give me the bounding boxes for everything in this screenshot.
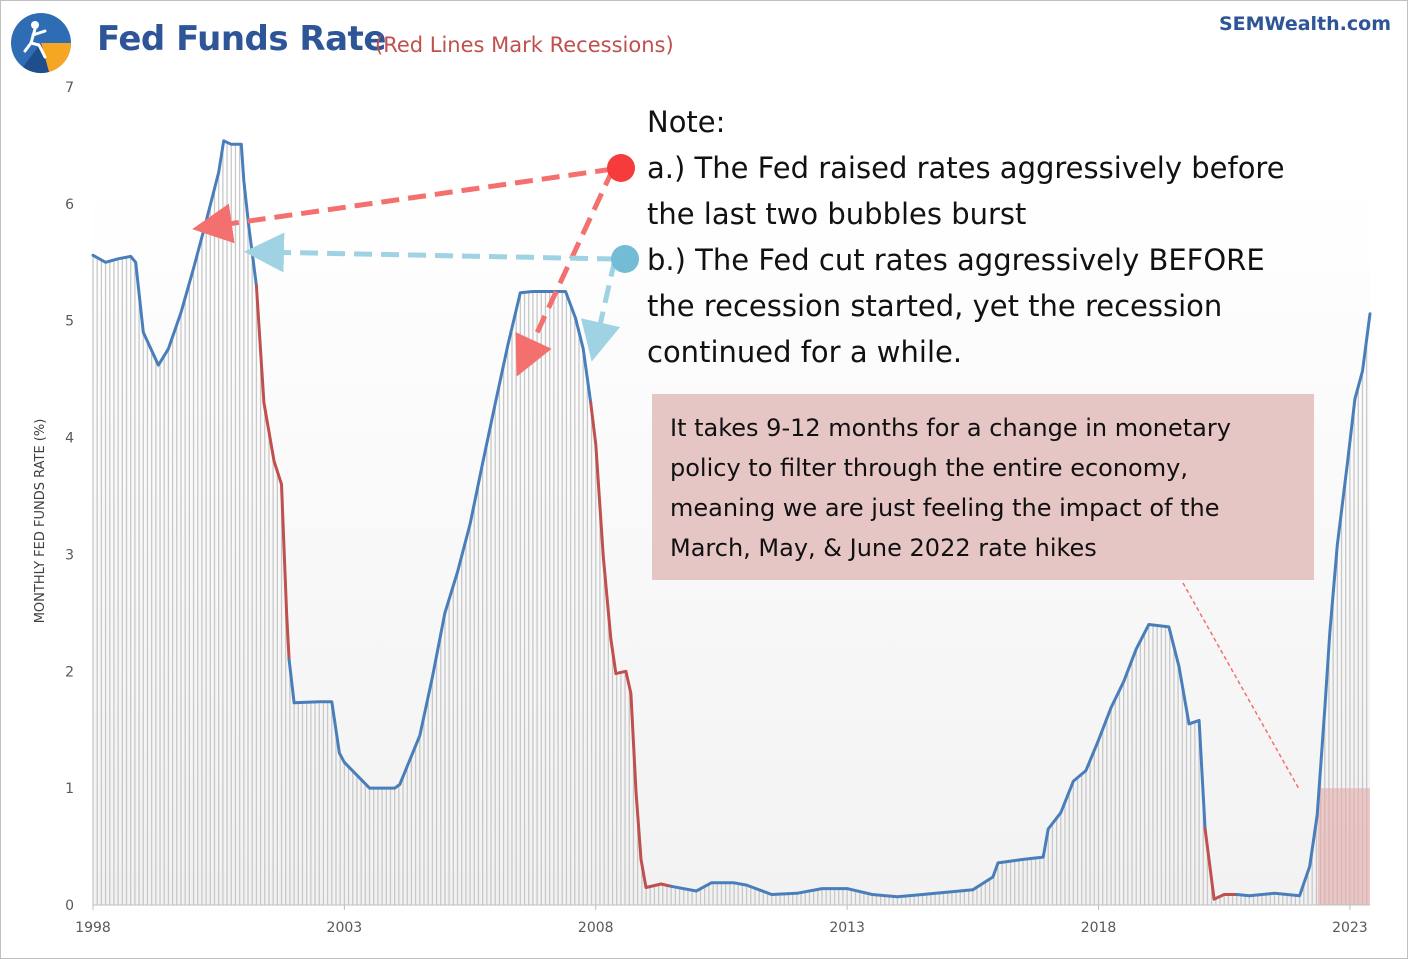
x-tick-label: 2023 [1332, 920, 1368, 936]
rate-line-segment [91, 139, 258, 367]
note-heading: Note: [647, 105, 726, 139]
callout-line: It takes 9-12 months for a change in mon… [670, 414, 1231, 442]
callout-line: March, May, & June 2022 rate hikes [670, 534, 1097, 562]
note-line: b.) The Fed cut rates aggressively BEFOR… [647, 243, 1265, 277]
y-tick-label: 3 [65, 547, 74, 563]
x-tick-label: 2008 [578, 920, 614, 936]
chart-subtitle: (Red Lines Mark Recessions) [375, 33, 674, 57]
rate-line-segment [1235, 312, 1372, 898]
arrow-blue-down [581, 258, 621, 362]
red-dot [607, 154, 635, 182]
blue-dot [611, 245, 639, 273]
chart-title: Fed Funds Rate [97, 19, 386, 59]
y-tick-label: 7 [65, 80, 74, 96]
y-axis: 0 1 2 3 4 5 6 7 [65, 80, 74, 914]
y-tick-label: 5 [65, 314, 74, 330]
y-tick-label: 2 [65, 664, 74, 680]
arrow-blue-left [244, 232, 616, 273]
background-bars [92, 142, 1368, 905]
recession-line-segment [254, 284, 291, 662]
arrow-red-down [515, 167, 616, 377]
callout-box: It takes 9-12 months for a change in mon… [652, 394, 1314, 580]
semwealth-logo [11, 13, 72, 74]
arrow-red-left [192, 166, 614, 244]
rate-line-segment [669, 623, 1207, 899]
series-lines [91, 139, 1372, 901]
note-line: a.) The Fed raised rates aggressively be… [647, 151, 1285, 185]
x-tick-label: 1998 [75, 920, 111, 936]
y-axis-label: MONTHLY FED FUNDS RATE (%) [33, 419, 48, 624]
x-tick-label: 2018 [1081, 920, 1117, 936]
callout-line: policy to filter through the entire econ… [670, 454, 1188, 482]
x-tick-label: 2003 [327, 920, 363, 936]
x-tick-label: 2013 [829, 920, 865, 936]
callout-leader-line [1182, 582, 1300, 790]
brand-label: SEMWealth.com [1218, 13, 1391, 35]
y-tick-label: 6 [65, 197, 74, 213]
note-annotation: Note: a.) The Fed raised rates aggressiv… [647, 99, 1285, 375]
note-line: continued for a while. [647, 335, 963, 369]
y-tick-label: 0 [65, 898, 74, 914]
callout-line: meaning we are just feeling the impact o… [670, 494, 1220, 522]
y-tick-label: 1 [65, 781, 74, 797]
y-tick-label: 4 [65, 431, 74, 447]
note-line: the last two bubbles burst [647, 197, 1027, 231]
recession-line-segment [589, 401, 673, 889]
recession-line-segment [1203, 827, 1239, 901]
highlight-region [1317, 788, 1370, 905]
x-axis: 1998 2003 2008 2013 2018 2023 [75, 905, 1368, 936]
rate-line-segment [287, 290, 593, 790]
note-line: the recession started, yet the recession [647, 289, 1223, 323]
